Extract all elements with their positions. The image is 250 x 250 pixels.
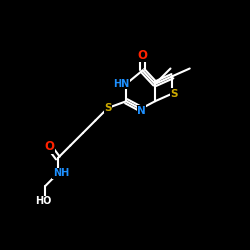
Text: HO: HO xyxy=(35,196,52,206)
Text: S: S xyxy=(104,103,112,113)
Text: NH: NH xyxy=(52,168,69,178)
Text: O: O xyxy=(44,140,54,153)
Text: S: S xyxy=(170,88,178,99)
Text: O: O xyxy=(138,48,147,62)
Text: N: N xyxy=(137,106,146,116)
Text: HN: HN xyxy=(113,79,130,89)
